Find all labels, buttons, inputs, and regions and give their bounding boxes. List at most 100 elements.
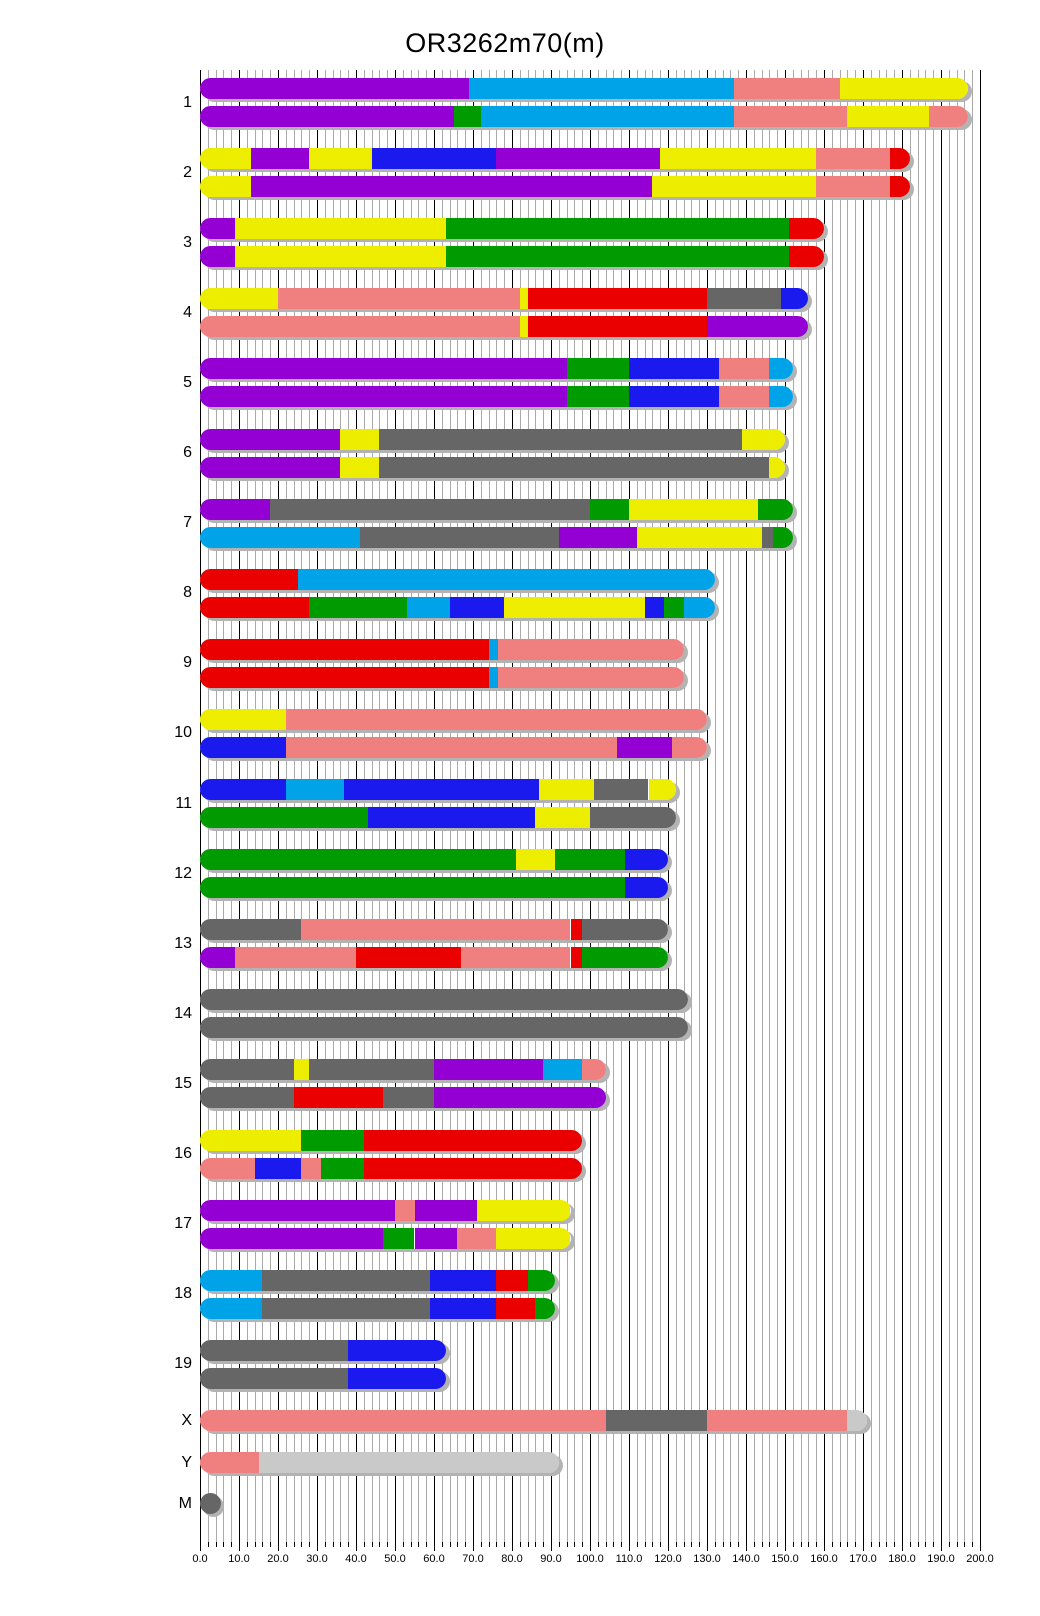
gridline-minor [621, 70, 623, 1542]
gridline-minor [527, 70, 529, 1542]
gridline-minor [309, 70, 311, 1542]
axis-tick [371, 1542, 373, 1547]
bar-segment [629, 386, 719, 408]
gridline-minor [597, 70, 599, 1542]
bar-segment [539, 779, 594, 800]
bar-segment [566, 386, 629, 408]
axis-tick-label: 130.0 [693, 1553, 721, 1565]
gridline-minor [293, 70, 295, 1542]
bar-segment [430, 1297, 497, 1319]
gridline-minor [909, 70, 911, 1542]
axis-tick [535, 1542, 537, 1547]
axis-tick [730, 1542, 732, 1547]
bar-segment [395, 1199, 415, 1221]
bar-segment [235, 947, 356, 969]
axis-tick-label: 40.0 [345, 1553, 367, 1565]
axis-tick [410, 1542, 412, 1547]
chart-title: OR3262m70(m) [405, 28, 605, 58]
axis-tick-label: 120.0 [654, 1553, 682, 1565]
bar-segment [200, 106, 454, 127]
gridline-minor [519, 70, 521, 1542]
axis-tick-label: 150.0 [771, 1553, 799, 1565]
chromosome-bar [200, 1452, 559, 1473]
bar-segment [648, 779, 676, 800]
axis-tick [886, 1542, 888, 1547]
bar-segment [582, 947, 668, 969]
axis-tick-label: 30.0 [306, 1553, 328, 1565]
bar-segment [461, 947, 571, 969]
axis-tick [301, 1542, 303, 1547]
axis-tick [395, 1542, 396, 1551]
row-label: 2 [183, 163, 192, 181]
axis-tick [855, 1542, 857, 1547]
bar-segment [200, 246, 236, 268]
axis-tick [246, 1542, 248, 1547]
chromosome-bar [200, 218, 824, 240]
chromosome-bar [200, 1269, 555, 1291]
bar-segment [200, 456, 341, 478]
axis-tick [527, 1542, 529, 1547]
axis-tick [870, 1542, 872, 1547]
chromosome-bar [200, 596, 715, 618]
bar-segment [285, 736, 618, 758]
gridline-minor [363, 70, 365, 1542]
bar-segment [363, 1129, 583, 1151]
chromosome-bar [200, 498, 793, 520]
gridline-minor [652, 70, 654, 1542]
row-label: 4 [183, 303, 192, 321]
row-label: 19 [174, 1355, 192, 1373]
bar-segment [671, 736, 707, 758]
bar-segment [200, 1129, 302, 1151]
gridline-minor [301, 70, 303, 1542]
gridline-minor [223, 70, 225, 1542]
bar-segment [644, 596, 665, 618]
bar-segment [617, 736, 672, 758]
bar-segment [496, 1297, 536, 1319]
mito-dot [200, 1493, 221, 1514]
gridline-minor [847, 70, 849, 1542]
row-label: 15 [174, 1074, 192, 1092]
bar-segment [527, 1269, 555, 1291]
row-label: 3 [183, 233, 192, 251]
bar-segment [515, 849, 555, 871]
axis-tick [574, 1542, 576, 1547]
bar-segment [200, 1227, 384, 1249]
gridline-major [746, 70, 747, 1542]
bar-segment [250, 148, 310, 170]
bar-segment [480, 106, 735, 127]
row-label: 14 [174, 1004, 192, 1022]
axis-tick [597, 1542, 599, 1547]
gridline-minor [738, 70, 740, 1542]
gridline-major [239, 70, 240, 1542]
bar-segment [200, 807, 368, 828]
bar-segment [839, 78, 969, 99]
gridline-minor [441, 70, 443, 1542]
axis-tick [488, 1542, 490, 1547]
gridline-minor [753, 70, 755, 1542]
axis-tick [418, 1542, 420, 1547]
axis-tick [223, 1542, 225, 1547]
axis-tick [925, 1542, 927, 1547]
bar-segment [348, 1339, 446, 1361]
bar-segment [636, 526, 762, 548]
axis-tick [332, 1542, 334, 1547]
gridline-major [473, 70, 474, 1542]
bar-segment [769, 386, 793, 408]
axis-tick [566, 1542, 568, 1547]
gridline-minor [254, 70, 256, 1542]
axis-tick [215, 1542, 217, 1547]
bar-segment [235, 218, 446, 240]
gridline-minor [543, 70, 545, 1542]
bar-segment [434, 1059, 544, 1081]
chromosome-bar [200, 358, 793, 380]
bar-segment [773, 526, 793, 548]
bar-segment [254, 1157, 302, 1179]
axis-tick [816, 1542, 818, 1547]
gridline-major [941, 70, 942, 1542]
axis-tick [340, 1542, 342, 1547]
axis-tick [293, 1542, 295, 1547]
axis-tick [402, 1542, 404, 1547]
axis-tick [504, 1542, 506, 1547]
axis-tick [847, 1542, 849, 1547]
gridline-major [590, 70, 591, 1542]
